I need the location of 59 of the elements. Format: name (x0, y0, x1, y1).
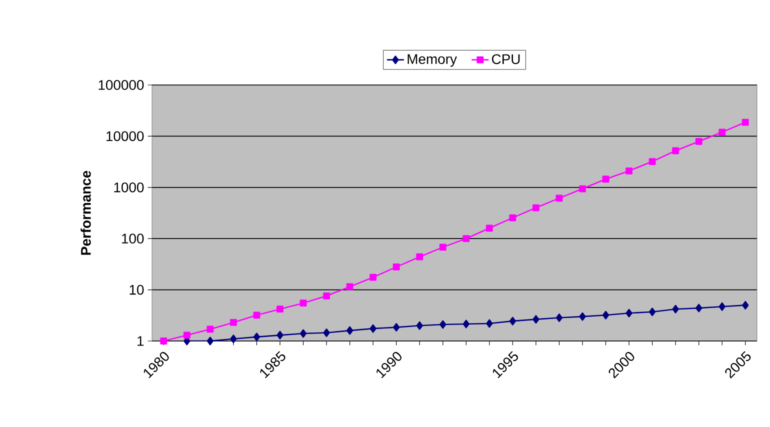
point (300, 300, 307, 307)
point (648, 308, 656, 316)
point (742, 300, 749, 310)
point (509, 214, 516, 222)
point (416, 321, 423, 330)
point (300, 329, 307, 338)
point (602, 310, 610, 320)
y-tick-label: 10000 (106, 131, 144, 142)
point (440, 320, 446, 329)
point (206, 336, 214, 346)
point (462, 235, 470, 242)
point (648, 158, 656, 165)
point (206, 326, 214, 333)
point (695, 138, 702, 145)
point (579, 312, 586, 321)
point (462, 320, 470, 328)
point (718, 302, 726, 311)
point (253, 332, 260, 342)
point (276, 306, 284, 313)
point (742, 118, 749, 126)
point (532, 204, 540, 212)
y-tick-label: 100 (122, 234, 144, 244)
y-axis-title: Performance (80, 170, 91, 255)
point (160, 338, 168, 344)
point (672, 304, 679, 314)
point (439, 244, 446, 251)
point (392, 323, 400, 332)
point (626, 308, 632, 318)
point (416, 253, 424, 260)
point (556, 194, 563, 202)
point (532, 315, 540, 324)
point (556, 313, 563, 322)
point (253, 312, 260, 319)
point (230, 334, 237, 344)
legend-label: Memory (408, 54, 457, 67)
point (323, 328, 330, 337)
point (323, 292, 330, 300)
point (370, 274, 377, 281)
point (718, 128, 726, 136)
y-tick-label: 1000 (114, 182, 144, 192)
y-tick-label: 100000 (98, 80, 144, 90)
point (695, 304, 702, 312)
point (276, 330, 284, 340)
point (230, 319, 237, 326)
point (370, 324, 376, 333)
point (626, 167, 632, 174)
point (392, 263, 400, 270)
point (672, 147, 680, 154)
point (509, 316, 516, 326)
point (183, 332, 190, 339)
point (486, 224, 493, 232)
point (486, 319, 493, 328)
point (346, 283, 354, 290)
point (346, 326, 354, 335)
y-tick-label: 10 (130, 284, 144, 295)
y-tick-label: 1 (138, 336, 144, 346)
point (579, 185, 586, 192)
point (602, 176, 610, 183)
legend-label: CPU (492, 54, 520, 64)
